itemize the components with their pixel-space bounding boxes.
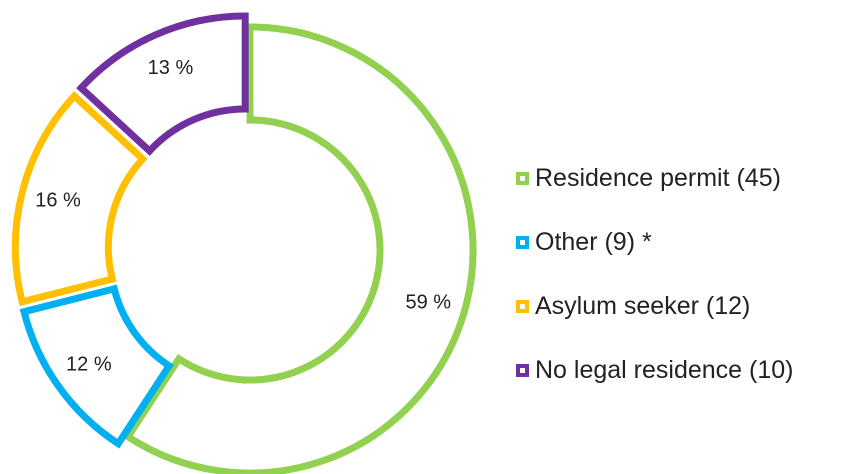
slice-label-residence-permit: 59 % — [405, 291, 451, 313]
slice-label-no-legal-residence: 13 % — [148, 57, 194, 79]
slice-label-asylum-seeker: 16 % — [35, 190, 81, 212]
legend-label-no-legal-residence: No legal residence (10) — [535, 355, 794, 384]
legend-label-residence-permit: Residence permit (45) — [535, 163, 781, 192]
slice-other — [19, 284, 174, 449]
slice-label-other: 12 % — [66, 353, 112, 375]
slice-no-legal-residence — [76, 12, 249, 156]
legend-swatch-no-legal-residence — [516, 363, 529, 377]
legend-item-asylum-seeker: Asylum seeker (12) — [516, 274, 793, 338]
legend-swatch-asylum-seeker — [516, 299, 529, 313]
legend-swatch-residence-permit — [516, 171, 529, 185]
slice-residence-permit — [123, 23, 477, 474]
legend-label-other: Other (9) * — [535, 227, 652, 256]
chart-legend: Residence permit (45) Other (9) * Asylum… — [516, 146, 793, 402]
legend-swatch-other — [516, 235, 529, 249]
slice-asylum-seeker — [11, 91, 148, 307]
legend-item-residence-permit: Residence permit (45) — [516, 146, 793, 210]
legend-label-asylum-seeker: Asylum seeker (12) — [535, 291, 751, 320]
legend-item-no-legal-residence: No legal residence (10) — [516, 338, 793, 402]
legend-item-other: Other (9) * — [516, 210, 793, 274]
